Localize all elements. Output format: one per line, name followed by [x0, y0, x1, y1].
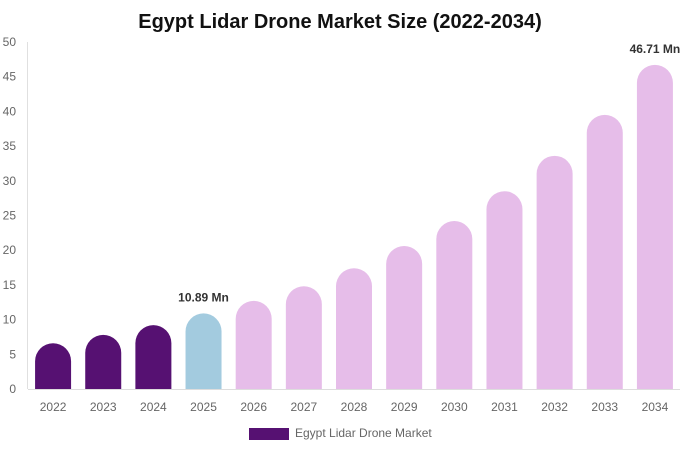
y-tick-label: 40 [3, 104, 17, 118]
y-tick-label: 25 [3, 209, 17, 223]
x-tick-label: 2032 [541, 400, 568, 414]
bar-2024 [135, 325, 172, 389]
y-tick-label: 45 [3, 70, 17, 84]
bar-2030 [436, 221, 473, 389]
bar-2029 [386, 246, 423, 389]
chart-title: Egypt Lidar Drone Market Size (2022-2034… [138, 11, 541, 33]
x-tick-label: 2022 [40, 400, 67, 414]
y-tick-label: 10 [3, 313, 17, 327]
bar-2025 [185, 313, 222, 389]
legend-label: Egypt Lidar Drone Market [295, 426, 432, 440]
x-tick-label: 2031 [491, 400, 518, 414]
x-tick-label: 2024 [140, 400, 167, 414]
bar-2022 [35, 343, 72, 389]
data-label: 10.89 Mn [178, 290, 229, 304]
x-tick-label: 2027 [290, 400, 317, 414]
y-tick-label: 50 [3, 35, 17, 49]
legend: Egypt Lidar Drone Market [249, 426, 432, 440]
legend-swatch [249, 428, 289, 440]
bar-2028 [336, 268, 372, 389]
x-tick-label: 2025 [190, 400, 217, 414]
y-tick-label: 15 [3, 278, 17, 292]
bar-2032 [536, 155, 573, 389]
bar-2031 [486, 191, 523, 389]
bar-2034 [636, 64, 673, 389]
x-tick-label: 2034 [642, 400, 669, 414]
bar-2027 [285, 286, 322, 389]
x-tick-label: 2028 [341, 400, 368, 414]
bar-2026 [235, 300, 272, 389]
x-tick-label: 2030 [441, 400, 468, 414]
bar-2033 [586, 114, 623, 390]
bar-2023 [85, 334, 122, 389]
y-tick-label: 5 [9, 347, 16, 361]
x-tick-label: 2033 [591, 400, 618, 414]
y-tick-label: 20 [3, 243, 17, 257]
y-tick-label: 30 [3, 174, 17, 188]
x-tick-label: 2023 [90, 400, 117, 414]
y-tick-label: 35 [3, 139, 17, 153]
x-tick-label: 2026 [240, 400, 267, 414]
x-tick-label: 2029 [391, 400, 418, 414]
y-tick-label: 0 [9, 382, 16, 396]
data-label: 46.71 Mn [630, 42, 680, 56]
